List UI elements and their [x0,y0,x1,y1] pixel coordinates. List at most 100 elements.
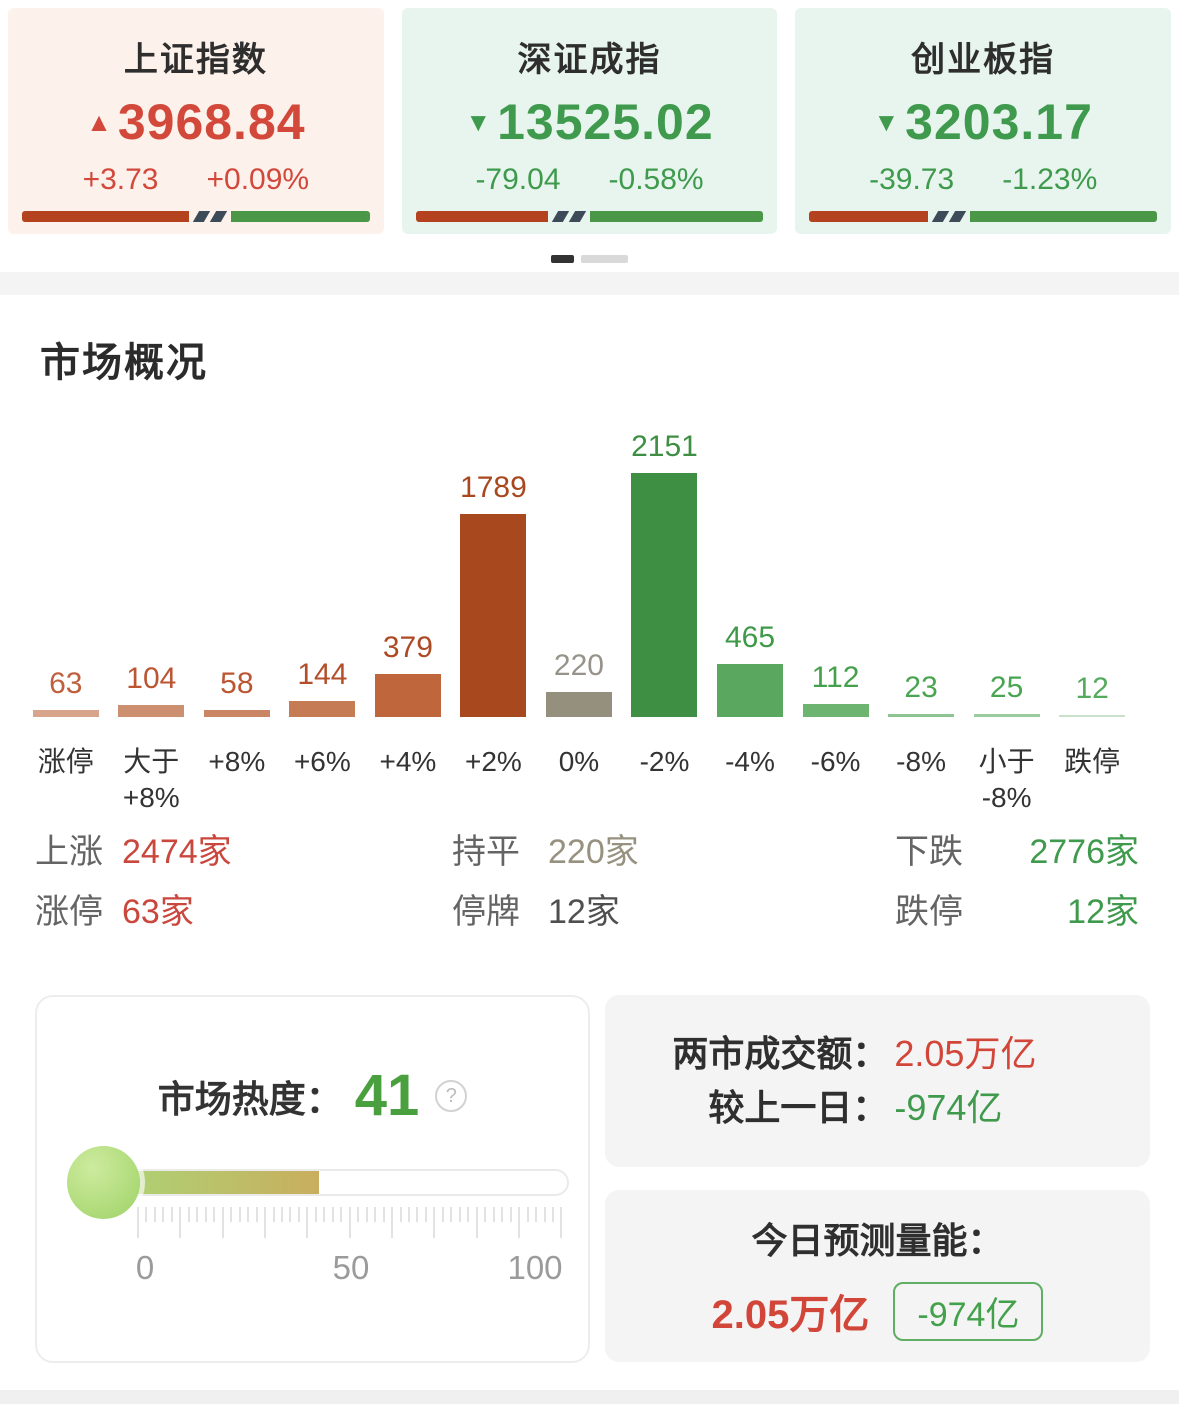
bar-value-label: 465 [724,621,776,654]
chart-column: 63 [23,424,109,717]
distribution-bars: 63 104 58 144 379 1789 220 2151 465 112 23 25 12 [23,424,1135,717]
category-label: -8% [896,746,946,777]
chart-column: 220 [536,424,622,717]
scale-tick-0: 0 [135,1249,155,1286]
index-name: 深证成指 [517,41,662,79]
limit-up-value: 63家 [122,893,194,931]
bar-divider [548,211,590,222]
limit-down-label: 跌停 [895,893,963,931]
vs-prev-day-value: -974亿 [894,1087,1003,1128]
index-card-sse[interactable]: 上证指数 ▲ 3968.84 +3.73 +0.09% [8,8,384,234]
advance-decline-bar [809,211,1158,222]
decline-segment [969,211,1158,222]
category-label: 大于 +8% [122,746,180,814]
forecast-value: 2.05万亿 [711,1293,870,1337]
section-divider [0,272,1179,295]
bar-value-label: 12 [1075,672,1109,705]
up-arrow-icon: ▲ [86,107,112,137]
index-card-szse[interactable]: 深证成指 ▼ 13525.02 -79.04 -0.58% [401,8,778,234]
heat-value: 41 [354,1063,420,1128]
chart-column: 465 [707,424,793,717]
chart-column: 2151 [622,424,708,717]
bar [717,664,784,717]
category-label: 小于 -8% [978,746,1035,814]
bar-value-label: 1789 [460,471,527,504]
index-change-pct: -0.58% [608,163,704,196]
unchanged-value: 220家 [548,833,639,871]
advancers-label: 上涨 [35,833,103,871]
limit-down-value: 12家 [1067,893,1139,931]
bar-value-label: 58 [220,667,254,700]
chart-column: 12 [1049,424,1135,717]
chart-column: 112 [793,424,879,717]
next-section-edge [0,1390,1179,1404]
bar-value-label: 23 [904,671,938,704]
bar [631,473,698,717]
heat-fill [91,1171,320,1194]
advance-segment [809,211,928,222]
bar [460,514,527,717]
advance-decline-bar [22,211,370,222]
pager-dot-active[interactable] [551,255,574,263]
index-value: 3968.84 [117,94,306,150]
suspended-label: 停牌 [452,893,520,931]
index-name: 上证指数 [123,41,268,79]
index-change: -39.73 [869,163,955,196]
chart-column: 23 [878,424,964,717]
down-arrow-icon: ▼ [465,107,492,137]
down-arrow-icon: ▼ [873,107,900,137]
bar [888,714,955,717]
category-label: 0% [558,746,600,777]
index-card-chinext[interactable]: 创业板指 ▼ 3203.17 -39.73 -1.23% [795,8,1172,234]
bar-divider [189,211,231,222]
forecast-delta-badge: -974亿 [893,1281,1044,1341]
category-label: 跌停 [1064,746,1121,777]
section-title: 市场概况 [40,341,208,385]
index-name: 创业板指 [911,41,1056,79]
index-value: 13525.02 [497,94,714,150]
bar-value-label: 2151 [631,430,698,463]
pager-dot[interactable] [581,255,628,263]
summary-row-1: 上涨 2474家 持平 220家 下跌 2776家 [0,824,1179,871]
bar [118,705,185,717]
vs-prev-day-label: 较上一日： [708,1087,889,1128]
decline-segment [589,211,764,222]
chart-column: 144 [280,424,366,717]
category-label: +6% [293,746,351,777]
turnover-value: 2.05万亿 [894,1033,1037,1074]
bar-value-label: 104 [126,662,177,695]
category-label: 涨停 [37,746,94,777]
unchanged-label: 持平 [452,833,520,871]
help-icon[interactable]: ? [435,1080,468,1112]
forecast-card: 今日预测量能： 2.05万亿 -974亿 [605,1190,1150,1362]
chart-column: 104 [109,424,195,717]
heat-gauge-track [89,1169,569,1196]
heat-ruler [137,1207,563,1241]
bar [973,714,1040,717]
suspended-value: 12家 [548,893,620,931]
forecast-title: 今日预测量能： [751,1219,1004,1261]
category-label: +8% [208,746,266,777]
chart-column: 58 [194,424,280,717]
bar [32,710,99,717]
decline-segment [230,211,370,222]
summary-row-2: 涨停 63家 停牌 12家 跌停 12家 [0,884,1179,931]
category-label: -2% [639,746,690,777]
heat-label: 市场热度： [157,1079,343,1120]
scale-tick-100: 100 [507,1249,563,1286]
decliners-value: 2776家 [1029,833,1139,871]
bar-value-label: 25 [989,671,1024,704]
chart-column: 1789 [451,424,537,717]
bar [802,704,869,717]
turnover-card: 两市成交额： 2.05万亿 较上一日： -974亿 [605,995,1150,1167]
bar-value-label: 220 [553,649,604,682]
heat-bulb [67,1146,140,1219]
advance-segment [22,211,189,222]
index-change-pct: +0.09% [206,163,310,196]
bar [545,692,612,717]
bar [1059,715,1126,717]
bar-value-label: 63 [49,667,83,700]
category-label: +2% [465,746,522,777]
category-label: +4% [379,746,437,777]
